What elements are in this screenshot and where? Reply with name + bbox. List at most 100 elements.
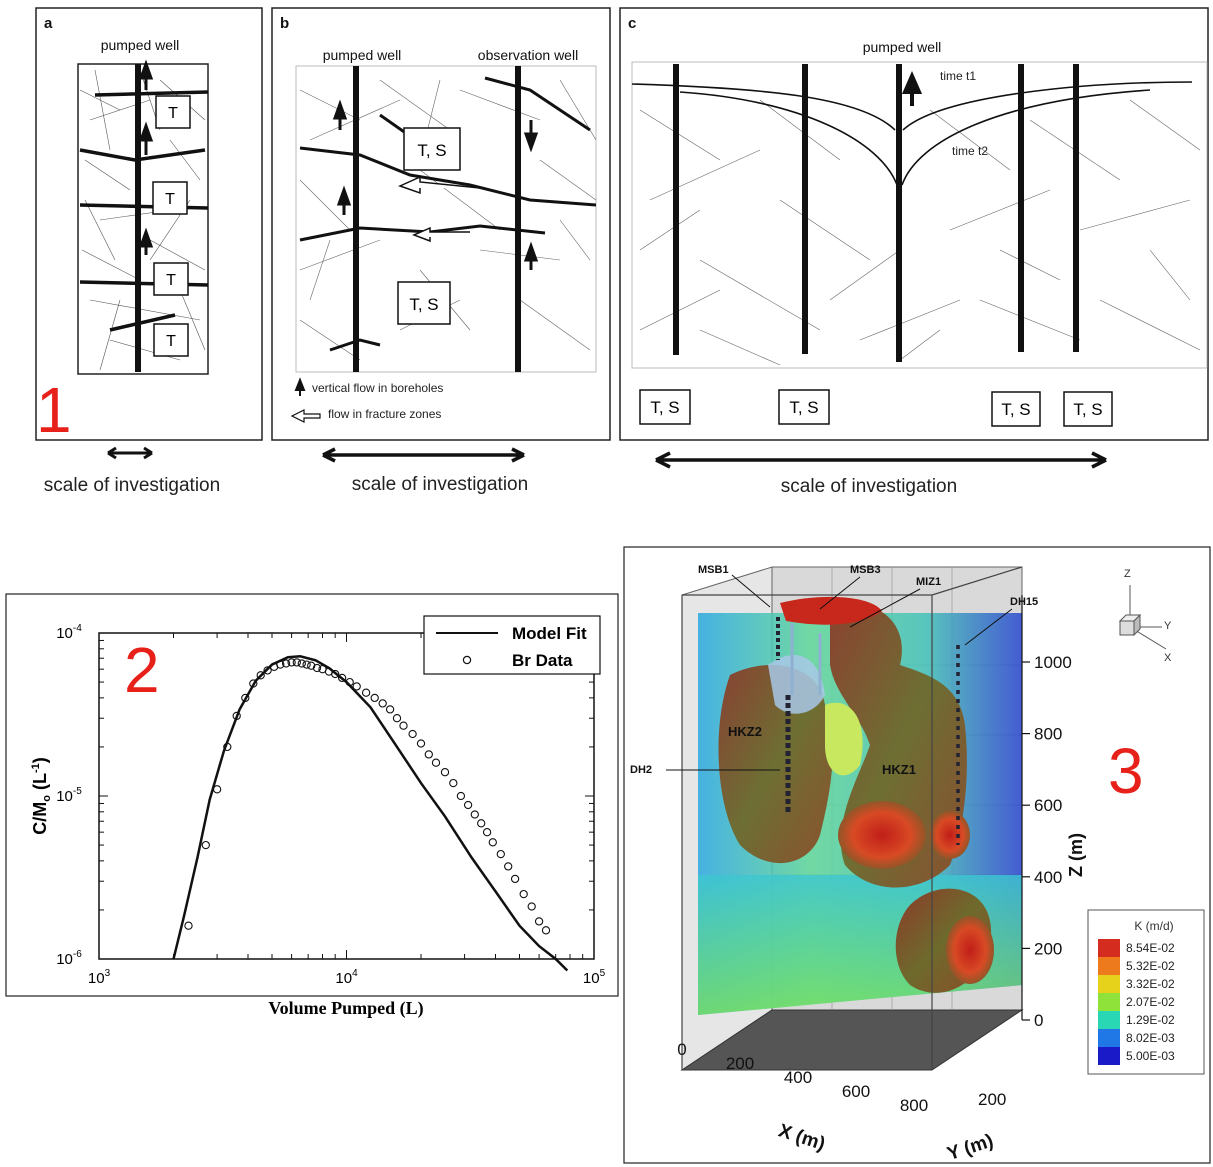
y-tick-label: 10-4 <box>56 623 82 642</box>
box-front-edges <box>681 566 1023 1070</box>
z-tick-label: 0 <box>1034 1011 1043 1030</box>
hot-zone-center <box>838 801 926 869</box>
panel-b-domain <box>295 65 597 373</box>
svg-text:T, S: T, S <box>409 295 438 314</box>
svg-text:T, S: T, S <box>1073 400 1102 419</box>
legend-marker-swatch <box>462 655 472 665</box>
colorbar-label: 5.00E-03 <box>1126 1049 1175 1063</box>
panel-b-frame <box>271 7 611 441</box>
br-data-point <box>184 921 193 930</box>
br-data-point <box>223 742 232 752</box>
panel-a-flow-arrow-1 <box>138 59 154 90</box>
br-data-point <box>456 791 466 801</box>
svg-text:T: T <box>166 272 176 289</box>
panel-b-fracture-flow-arrow-2 <box>412 226 470 243</box>
panel-a-scale-arrow <box>107 446 153 460</box>
figure-1-conceptual-diagram: a pumped well T T T T 1 scale of investi… <box>35 7 1209 497</box>
x-tick-label: 600 <box>842 1082 870 1101</box>
br-data-point <box>488 838 497 847</box>
br-data-point <box>302 660 311 669</box>
br-data-markers <box>184 658 551 935</box>
z-tick-label: 400 <box>1034 868 1062 887</box>
z-axis-ticks: 0 200 400 600 800 1000 <box>1022 653 1072 1030</box>
panel-c-well-label: pumped well <box>863 39 942 55</box>
hot-zone-lower <box>946 916 994 984</box>
panel-b-up-arrow-2 <box>336 185 352 215</box>
br-data-point <box>352 682 361 691</box>
br-data-point <box>496 849 505 859</box>
br-data-point <box>440 768 450 777</box>
svg-text:T: T <box>165 191 175 208</box>
br-data-point <box>408 729 417 739</box>
br-data-point <box>504 862 513 871</box>
light-blue-void <box>768 655 825 714</box>
br-data-point <box>345 677 354 687</box>
y-tick-label: 10-5 <box>56 786 82 805</box>
br-data-point <box>232 711 241 721</box>
colorbar-title: K (m/d) <box>1134 919 1173 933</box>
colorbar-swatch <box>1098 939 1120 957</box>
panel-c-scale-label: scale of investigation <box>781 476 957 497</box>
colorbar-label: 8.02E-03 <box>1126 1031 1175 1045</box>
panel-c-box-1: T, S <box>639 389 691 425</box>
panel-a-scale-label: scale of investigation <box>44 475 220 496</box>
panel-c-letter: c <box>628 15 636 32</box>
label-dh15: DH15 <box>1010 596 1038 608</box>
panel-b: b pumped well observation well T, S T, S… <box>271 7 611 495</box>
z-tick-label: 600 <box>1034 796 1062 815</box>
br-data-point <box>276 660 285 669</box>
br-data-point <box>477 819 486 828</box>
z-axis-label: Z (m) <box>1066 833 1086 877</box>
panel-c: c pumped well time t1 time t2 T, S T, S … <box>619 7 1209 497</box>
y-axis-label: C/Mo (L-1) <box>30 757 53 835</box>
br-data-point <box>449 778 458 788</box>
colorbar-label: 5.32E-02 <box>1126 959 1175 973</box>
top-hot-zone <box>780 596 882 625</box>
br-data-point <box>424 750 433 759</box>
hkz2-body <box>718 665 833 864</box>
figure-2-breakthrough-chart: 2 103 104 105 10-6 10-5 10-4 Volume Pumped (L… <box>5 593 619 1019</box>
panel-a-flow-arrow-2 <box>138 121 154 155</box>
panel-a-box-4: T <box>153 323 189 357</box>
panel-a-well-label: pumped well <box>101 37 180 53</box>
panel-c-box-2: T, S <box>778 389 830 425</box>
yellow-green-patch <box>825 702 863 776</box>
panel-c-domain <box>631 61 1208 369</box>
br-data-point <box>463 800 473 810</box>
x-tick-label: 105 <box>583 968 606 987</box>
br-data-point <box>541 926 551 935</box>
figure-3-3d-conductivity-model: MSB1 MSB3 MIZ1 DH15 DH2 HKZ2 HKZ1 0 200 40… <box>623 546 1211 1165</box>
br-data-point <box>337 673 347 683</box>
colorbar-entries: 8.54E-02 5.32E-02 3.32E-02 2.07E-02 1.29E-02… <box>1098 939 1175 1065</box>
z-tick-label: 1000 <box>1034 653 1072 672</box>
panel-b-legend-vertical: vertical flow in boreholes <box>312 381 443 395</box>
br-data-point <box>527 902 536 911</box>
panel-c-frame <box>619 7 1209 441</box>
br-data-point <box>519 889 528 899</box>
panel-a-fracture-zones <box>79 90 208 332</box>
colorbar-swatch <box>1098 957 1120 975</box>
triad-y: Y <box>1164 620 1172 632</box>
br-data-point <box>256 671 265 680</box>
x-tick-label: 0 <box>677 1040 686 1059</box>
br-data-point <box>297 659 306 668</box>
panel-b-box-1: T, S <box>403 127 461 171</box>
br-data-point <box>331 669 340 679</box>
x-tick-label: 800 <box>900 1096 928 1115</box>
panel-c-pump-arrow <box>901 71 923 106</box>
panel-b-legend-up-arrow <box>294 377 306 396</box>
svg-text:T: T <box>168 105 178 122</box>
label-msb1: MSB1 <box>698 564 729 576</box>
label-hkz2: HKZ2 <box>728 724 762 739</box>
x-tick-label: 103 <box>88 968 111 987</box>
panel-b-well-left-label: pumped well <box>323 47 402 63</box>
panel-b-down-arrow <box>523 120 539 153</box>
colorbar-swatch <box>1098 1011 1120 1029</box>
colorbar-swatch <box>1098 1029 1120 1047</box>
axis-tick-labels: 103 104 105 10-6 10-5 10-4 <box>56 623 605 987</box>
colorbar-label: 1.29E-02 <box>1126 1013 1175 1027</box>
triad-x: X <box>1164 652 1172 664</box>
br-data-point <box>370 693 379 703</box>
br-data-point <box>392 714 402 723</box>
panel-b-box-2: T, S <box>397 281 451 325</box>
